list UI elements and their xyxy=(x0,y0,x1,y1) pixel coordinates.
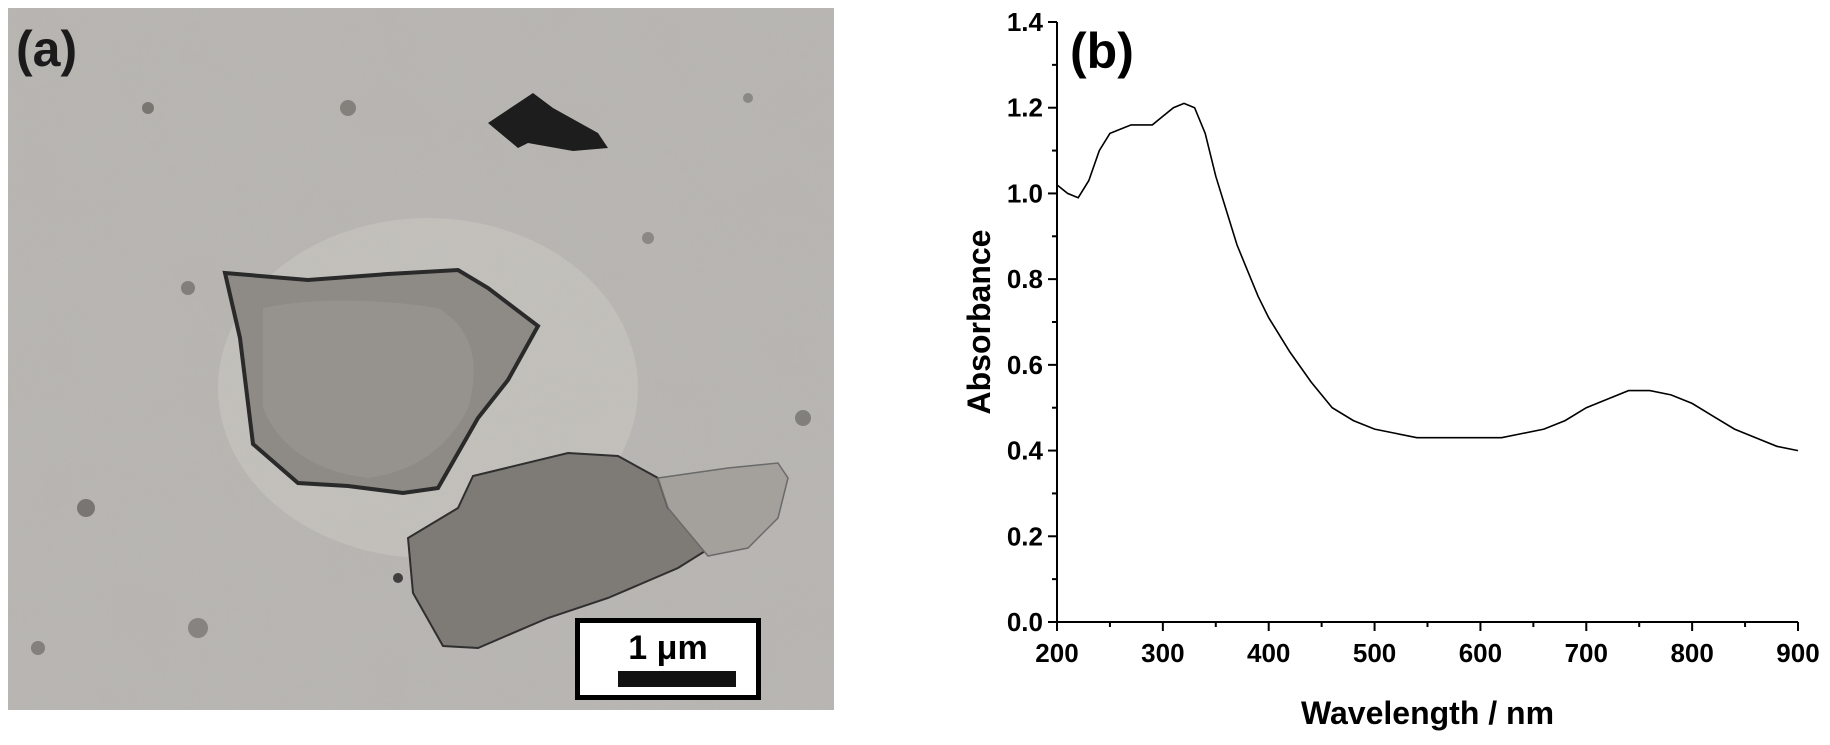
x-tick-label: 300 xyxy=(1141,638,1184,668)
y-tick-label: 1.4 xyxy=(1007,7,1044,37)
x-tick-label: 400 xyxy=(1247,638,1290,668)
y-tick-label: 0.4 xyxy=(1007,436,1044,466)
micrograph-image xyxy=(8,8,834,710)
micrograph-drawing xyxy=(8,8,834,710)
x-axis-title: Wavelength / nm xyxy=(1301,695,1554,731)
y-axis-ticks: 0.0 0.2 0.4 0.6 0.8 1.0 1.2 1.4 xyxy=(1007,7,1057,637)
flake-lower xyxy=(406,451,720,650)
x-axis-ticks: 200 300 400 500 600 700 800 900 xyxy=(1035,622,1820,668)
y-tick-label: 1.0 xyxy=(1007,178,1043,208)
x-tick-label: 700 xyxy=(1565,638,1608,668)
scale-bar-label: 1 μm xyxy=(628,629,708,667)
absorbance-chart: 0.0 0.2 0.4 0.6 0.8 1.0 1.2 1.4 200 300 400 500 600… xyxy=(940,0,1830,740)
y-tick-label: 0.2 xyxy=(1007,521,1043,551)
x-tick-label: 900 xyxy=(1776,638,1819,668)
scale-bar: 1 μm xyxy=(575,618,761,700)
y-tick-label: 0.8 xyxy=(1007,264,1043,294)
x-tick-label: 500 xyxy=(1353,638,1396,668)
panel-b-label: (b) xyxy=(1070,23,1134,79)
y-axis-title: Absorbance xyxy=(961,230,997,415)
panel-a-label: (a) xyxy=(16,21,78,77)
y-tick-label: 1.2 xyxy=(1007,93,1043,123)
x-tick-label: 600 xyxy=(1459,638,1502,668)
absorbance-line xyxy=(1056,102,1799,452)
y-tick-label: 0.6 xyxy=(1007,350,1043,380)
y-tick-label: 0.0 xyxy=(1007,607,1043,637)
scale-bar-line xyxy=(618,671,736,687)
chart-svg: 0.0 0.2 0.4 0.6 0.8 1.0 1.2 1.4 200 300 400 500 600… xyxy=(961,7,1820,731)
x-tick-label: 800 xyxy=(1670,638,1713,668)
x-tick-label: 200 xyxy=(1035,638,1078,668)
